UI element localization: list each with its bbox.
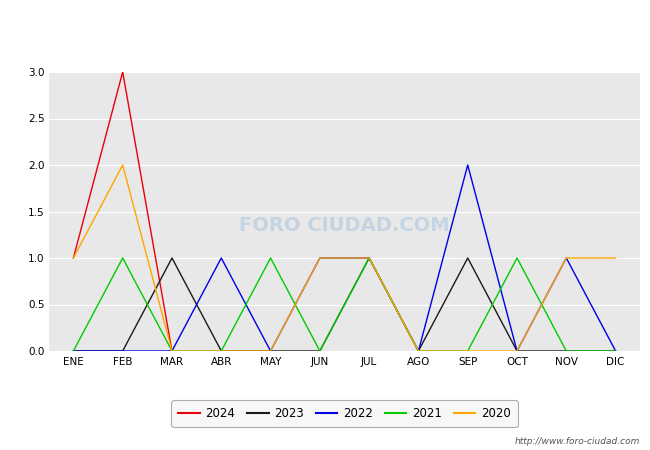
- Legend: 2024, 2023, 2022, 2021, 2020: 2024, 2023, 2022, 2021, 2020: [172, 400, 517, 428]
- Text: Matriculaciones de Vehiculos en Villarrabé: Matriculaciones de Vehiculos en Villarra…: [163, 13, 487, 28]
- Text: http://www.foro-ciudad.com: http://www.foro-ciudad.com: [515, 437, 640, 446]
- Text: FORO CIUDAD.COM: FORO CIUDAD.COM: [239, 216, 450, 235]
